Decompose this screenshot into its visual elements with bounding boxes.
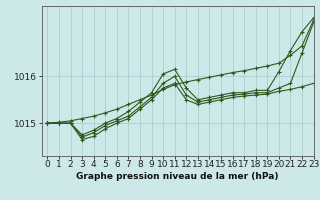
X-axis label: Graphe pression niveau de la mer (hPa): Graphe pression niveau de la mer (hPa) xyxy=(76,172,279,181)
